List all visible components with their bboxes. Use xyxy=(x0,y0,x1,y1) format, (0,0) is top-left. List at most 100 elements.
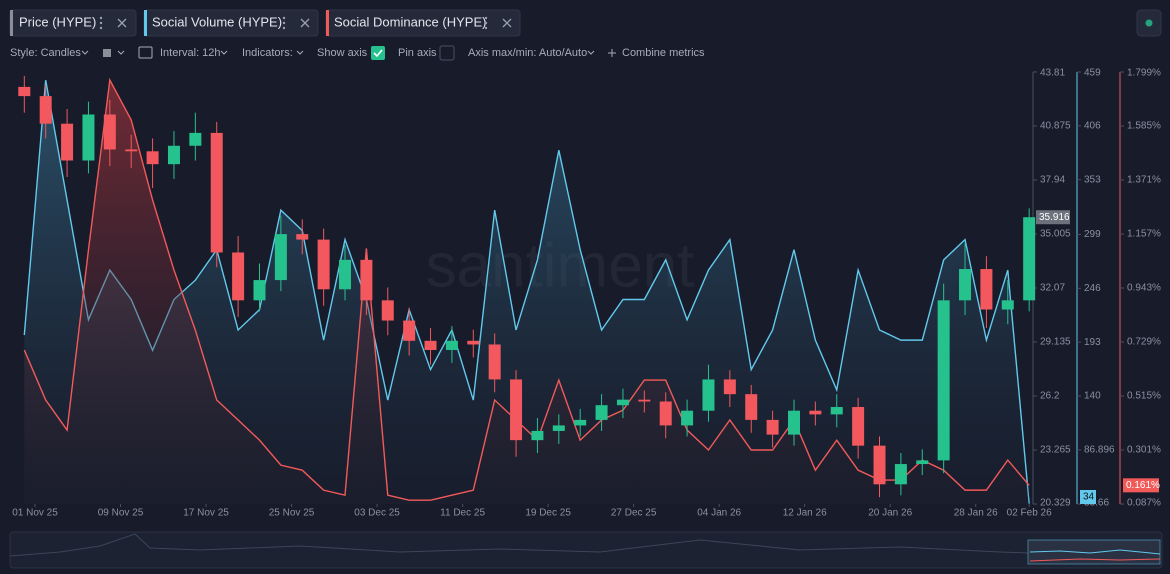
area-fill xyxy=(24,80,1030,504)
volume-tick-label: 246 xyxy=(1084,283,1101,294)
volume-tick-label: 459 xyxy=(1084,68,1101,79)
candle-body xyxy=(317,239,330,290)
tab[interactable]: Social Dominance (HYPE) xyxy=(325,9,521,37)
interval-select[interactable]: Interval: 12h xyxy=(160,47,221,59)
candle-body xyxy=(595,405,608,420)
dominance-tick-label: 1.157% xyxy=(1127,229,1161,240)
x-tick-label: 27 Dec 25 xyxy=(611,508,657,519)
price-tick-label: 20.329 xyxy=(1040,498,1071,509)
tab[interactable]: Price (HYPE) xyxy=(9,9,137,37)
dominance-tick-label: 0.943% xyxy=(1127,283,1161,294)
price-tick-label: 40.875 xyxy=(1040,121,1071,132)
candle-body xyxy=(296,234,309,240)
volume-tick-label: 86.896 xyxy=(1084,445,1115,456)
candle-body xyxy=(1023,217,1036,301)
volume-badge: 34 xyxy=(1083,492,1095,503)
candle-body xyxy=(830,407,843,415)
tab-label: Social Volume (HYPE) xyxy=(152,14,282,29)
style-select[interactable]: Style: Candles xyxy=(10,47,81,59)
price-tick-label: 32.07 xyxy=(1040,283,1065,294)
dominance-badge: 0.161% xyxy=(1126,480,1160,491)
candle-body xyxy=(894,464,907,485)
tab[interactable]: Social Volume (HYPE) xyxy=(143,9,319,37)
show-axis-label: Show axis xyxy=(317,47,368,59)
candle-body xyxy=(702,379,715,411)
chevron xyxy=(220,50,228,55)
volume-tick-label: 33.66 xyxy=(1084,498,1109,509)
candle-body xyxy=(959,269,972,301)
x-tick-label: 12 Jan 26 xyxy=(783,508,827,519)
candle-body xyxy=(210,132,223,253)
indicators-select[interactable]: Indicators: xyxy=(242,47,293,59)
x-tick-label: 28 Jan 26 xyxy=(954,508,998,519)
candle-body xyxy=(381,300,394,321)
price-tick-label: 43.81 xyxy=(1040,68,1065,79)
candle-body xyxy=(787,410,800,435)
x-tick-label: 20 Jan 26 xyxy=(868,508,912,519)
candle-body xyxy=(467,340,480,345)
dominance-tick-label: 1.371% xyxy=(1127,175,1161,186)
candle-body xyxy=(574,419,587,426)
candle-body xyxy=(39,96,52,124)
x-tick-label: 19 Dec 25 xyxy=(525,508,571,519)
price-tick-label: 23.265 xyxy=(1040,445,1071,456)
candle-body xyxy=(445,340,458,350)
dominance-tick-label: 0.729% xyxy=(1127,337,1161,348)
candle-body xyxy=(18,86,31,97)
pin-axis-checkbox[interactable] xyxy=(439,45,455,61)
price-badge: 35.916 xyxy=(1039,212,1070,223)
price-tick-label: 37.94 xyxy=(1040,175,1065,186)
dominance-tick-label: 1.585% xyxy=(1127,121,1161,132)
volume-tick-label: 299 xyxy=(1084,229,1101,240)
candle-body xyxy=(274,234,287,281)
candle-body xyxy=(125,149,138,152)
candle-body xyxy=(723,379,736,395)
chevron xyxy=(117,50,125,55)
navigator[interactable] xyxy=(9,531,1163,569)
x-tick-label: 09 Nov 25 xyxy=(98,508,144,519)
candle-body xyxy=(873,445,886,485)
series-line xyxy=(23,80,1030,504)
dominance-badge-bg xyxy=(1123,478,1159,493)
candle-body xyxy=(61,123,74,161)
price-tick-label: 29.135 xyxy=(1040,337,1071,348)
candle-body xyxy=(745,394,758,420)
candle-body xyxy=(488,344,501,380)
plus-icon xyxy=(608,49,616,57)
candle-body xyxy=(916,460,929,465)
candle-body xyxy=(424,340,437,350)
candle-body xyxy=(659,401,672,426)
candle-body xyxy=(616,399,629,406)
dominance-tick-label: 0.087% xyxy=(1127,498,1161,509)
dominance-tick-label: 0.301% xyxy=(1127,445,1161,456)
candle-body xyxy=(809,410,822,415)
x-tick-label: 25 Nov 25 xyxy=(269,508,315,519)
area-fill xyxy=(24,80,1030,504)
price-tick-label: 35.005 xyxy=(1040,229,1071,240)
x-tick-label: 01 Nov 25 xyxy=(12,508,58,519)
color-button[interactable] xyxy=(103,49,111,57)
volume-tick-label: 193 xyxy=(1084,337,1101,348)
combine-metrics-button[interactable]: Combine metrics xyxy=(622,47,705,59)
chevron xyxy=(587,50,595,55)
x-tick-label: 03 Dec 25 xyxy=(354,508,400,519)
chevron xyxy=(296,50,304,55)
candle-body xyxy=(852,407,865,446)
show-axis-checkbox[interactable] xyxy=(371,46,385,60)
status-button[interactable] xyxy=(1136,9,1162,37)
x-tick-label: 02 Feb 26 xyxy=(1007,508,1052,519)
candle-body xyxy=(103,114,116,150)
volume-badge-bg xyxy=(1080,490,1096,504)
axis-minmax-select[interactable]: Axis max/min: Auto/Auto xyxy=(468,47,587,59)
tab-label: Price (HYPE) xyxy=(19,14,96,29)
price-tick-label: 26.2 xyxy=(1040,391,1060,402)
candle-body xyxy=(360,259,373,301)
toolbar: Style: Candles Interval: 12h Indicators:… xyxy=(10,45,705,61)
dominance-tick-label: 0.515% xyxy=(1127,391,1161,402)
candle-body xyxy=(638,399,651,402)
volume-tick-label: 140 xyxy=(1084,391,1101,402)
price-badge-bg xyxy=(1036,210,1070,225)
calendar-icon xyxy=(138,46,153,59)
